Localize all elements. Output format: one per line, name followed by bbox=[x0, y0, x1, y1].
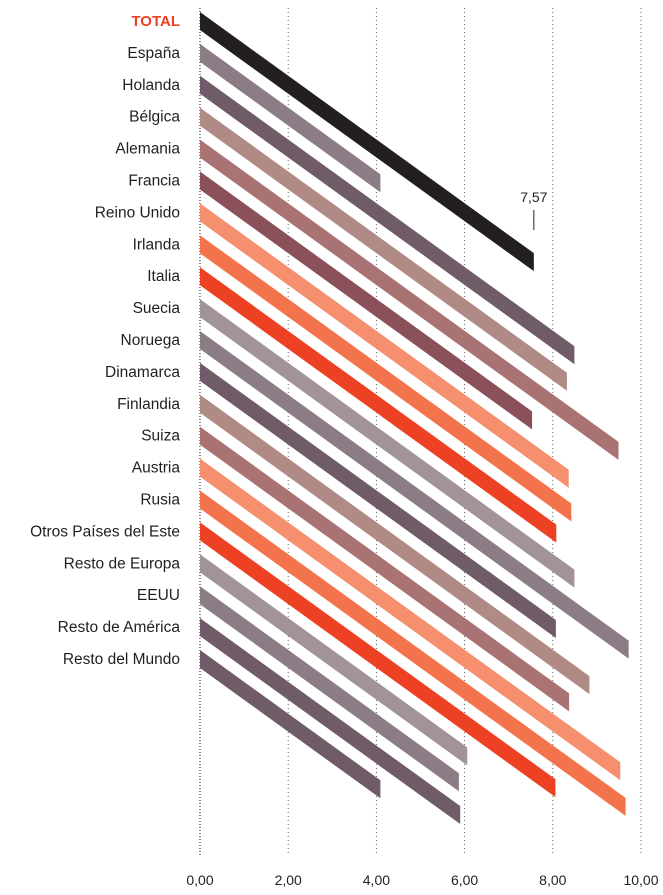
x-tick-label: 4,00 bbox=[363, 872, 390, 888]
x-axis-ticks: 0,00 2,00 4,00 6,00 8,00 10,00 bbox=[186, 872, 658, 888]
category-label: Otros Países del Este bbox=[30, 523, 180, 540]
category-label: Irlanda bbox=[133, 236, 181, 253]
category-label: Noruega bbox=[121, 332, 181, 349]
bars-group bbox=[200, 12, 629, 825]
category-label: EEUU bbox=[137, 587, 180, 604]
category-label: Rusia bbox=[140, 492, 180, 509]
category-label: Francia bbox=[128, 173, 180, 190]
category-label: Alemania bbox=[115, 141, 180, 158]
bar-11 bbox=[200, 362, 556, 638]
bar-17 bbox=[200, 554, 468, 766]
bar-10 bbox=[200, 331, 629, 659]
category-label: TOTAL bbox=[131, 13, 180, 30]
category-label: Resto del Mundo bbox=[63, 651, 180, 668]
annotation-group: 7,57 bbox=[520, 189, 548, 230]
x-tick-label: 0,00 bbox=[186, 872, 213, 888]
bar-0 bbox=[200, 12, 534, 272]
category-label: Italia bbox=[147, 268, 180, 285]
bar-4 bbox=[200, 139, 619, 460]
bar-19 bbox=[200, 618, 461, 825]
category-label: Austria bbox=[132, 460, 181, 477]
bar-12 bbox=[200, 394, 590, 695]
bar-14 bbox=[200, 458, 621, 781]
bar-3 bbox=[200, 107, 567, 391]
bar-15 bbox=[200, 490, 626, 816]
category-label: España bbox=[127, 45, 180, 62]
bar-5 bbox=[200, 171, 533, 430]
category-label: Finlandia bbox=[117, 396, 180, 413]
bar-7 bbox=[200, 235, 572, 522]
bar-13 bbox=[200, 426, 570, 712]
total-value-annotation: 7,57 bbox=[520, 189, 547, 205]
category-label: Resto de Europa bbox=[64, 555, 181, 572]
category-label: Holanda bbox=[122, 77, 180, 94]
x-tick-label: 8,00 bbox=[539, 872, 566, 888]
bar-8 bbox=[200, 267, 557, 543]
bar-9 bbox=[200, 299, 575, 588]
bar-18 bbox=[200, 586, 459, 792]
category-label: Bélgica bbox=[129, 109, 180, 126]
bar-2 bbox=[200, 75, 575, 365]
x-tick-label: 10,00 bbox=[623, 872, 658, 888]
category-label: Dinamarca bbox=[105, 364, 180, 381]
category-label: Reino Unido bbox=[95, 204, 180, 221]
x-tick-label: 2,00 bbox=[275, 872, 302, 888]
category-labels: TOTAL España Holanda Bélgica Alemania Francia… bbox=[30, 13, 180, 668]
bar-6 bbox=[200, 203, 569, 488]
x-tick-label: 6,00 bbox=[451, 872, 478, 888]
category-label: Resto de América bbox=[58, 619, 181, 636]
category-label: Suecia bbox=[133, 300, 181, 317]
bar-1 bbox=[200, 43, 381, 193]
bar-20 bbox=[200, 650, 381, 799]
category-label: Suiza bbox=[141, 428, 180, 445]
bar-16 bbox=[200, 522, 556, 798]
